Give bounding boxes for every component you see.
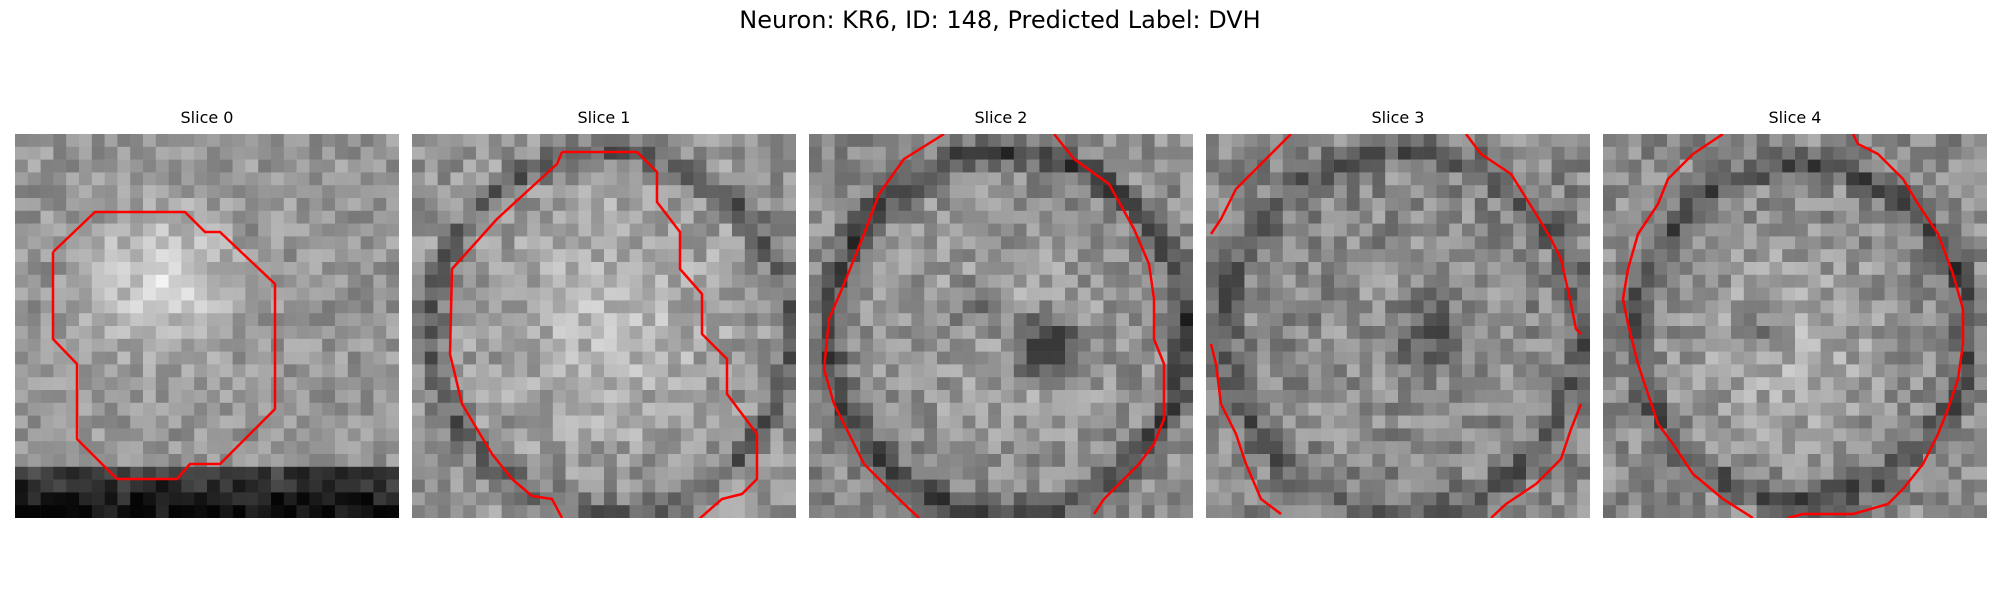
slice-title-0: Slice 0 — [180, 108, 234, 127]
slice-title-4: Slice 4 — [1768, 108, 1822, 127]
contour-line — [1209, 343, 1282, 515]
slice-image-2 — [809, 134, 1193, 518]
slice-image-0 — [15, 134, 399, 518]
figure-title: Neuron: KR6, ID: 148, Predicted Label: D… — [739, 6, 1261, 34]
slice-image-4 — [1603, 134, 1987, 518]
contour-line — [1209, 134, 1292, 235]
contour-line — [1053, 134, 1166, 515]
slice-title-3: Slice 3 — [1371, 108, 1425, 127]
contour-line — [448, 151, 564, 518]
contour-line — [1787, 134, 1965, 518]
slice-image-3 — [1206, 134, 1590, 518]
contour-line — [562, 150, 759, 518]
contour-line — [822, 134, 945, 518]
slice-title-1: Slice 1 — [577, 108, 631, 127]
contour-line — [1490, 403, 1583, 518]
contour-line — [1465, 134, 1582, 335]
contour-line — [1621, 134, 1754, 518]
slice-image-1 — [412, 134, 796, 518]
slice-title-2: Slice 2 — [974, 108, 1028, 127]
contour-line — [51, 210, 277, 481]
